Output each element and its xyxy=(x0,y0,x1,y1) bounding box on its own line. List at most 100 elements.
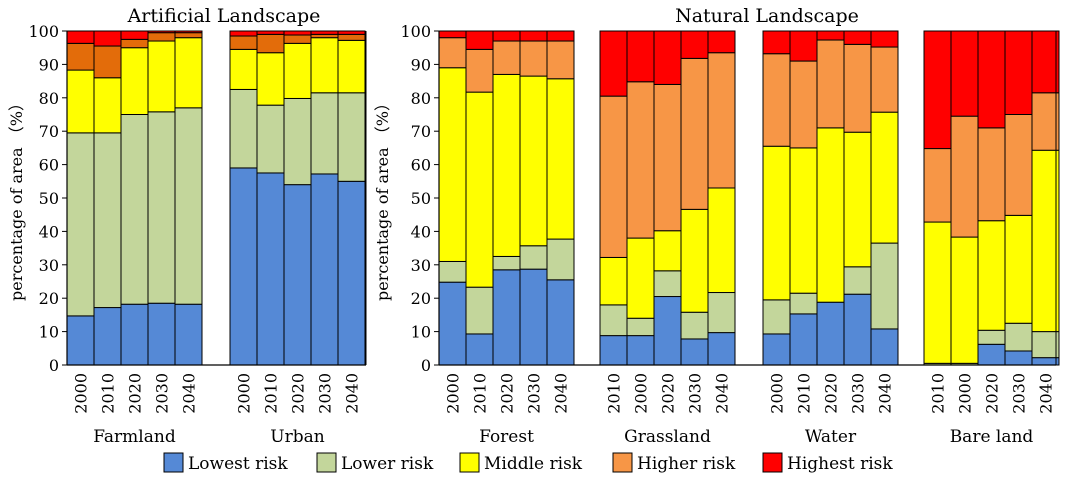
artificial-bar-urban-2030-middle-risk xyxy=(310,37,339,94)
natural-bar-grassland-2000-middle-risk xyxy=(626,237,655,319)
natural-bar-water-2010-highest-risk xyxy=(789,30,818,62)
artificial-x-tick-label-farmland-2030: 2030 xyxy=(153,373,172,414)
artificial-bar-urban-2000-highest-risk xyxy=(229,30,258,37)
natural-y-tick-label-20: 20 xyxy=(411,289,431,308)
natural-bar-forest-2000-highest-risk xyxy=(438,30,467,39)
legend-swatch-lowest-risk xyxy=(163,452,184,473)
artificial-bar-urban-2010-highest-risk xyxy=(256,30,285,35)
natural-bar-grassland-2040-higher-risk xyxy=(707,52,736,189)
natural-bar-water-2010-higher-risk xyxy=(789,60,818,149)
natural-y-tick-label-40: 40 xyxy=(411,222,431,241)
artificial-bar-farmland-2000-highest-risk xyxy=(66,30,95,44)
natural-y-tick-label-50: 50 xyxy=(411,189,431,208)
artificial-bar-farmland-2040-middle-risk xyxy=(174,37,203,109)
natural-x-tick-label-forest-2030: 2030 xyxy=(525,373,544,414)
natural-bar-water-2040-highest-risk xyxy=(870,30,899,48)
natural-bar-forest-2040-lower-risk xyxy=(546,238,575,281)
natural-bar-grassland-2020-middle-risk xyxy=(653,230,682,272)
natural-bar-forest-2040-middle-risk xyxy=(546,78,575,240)
artificial-y-tick-label-50: 50 xyxy=(39,189,59,208)
natural-bar-bare-land-2010-middle-risk xyxy=(923,221,952,364)
natural-bar-bare-land-2030-higher-risk xyxy=(1004,114,1033,216)
artificial-x-tick-label-urban-2030: 2030 xyxy=(316,373,335,414)
natural-bar-bare-land-2000-middle-risk xyxy=(950,236,979,364)
artificial-bar-urban-2020-higher-risk xyxy=(283,34,312,44)
natural-bar-grassland-2010-lower-risk xyxy=(599,304,628,337)
artificial-y-axis-label: percentage of area （%） xyxy=(7,95,26,301)
artificial-bar-farmland-2000-middle-risk xyxy=(66,69,95,134)
artificial-bar-farmland-2000-higher-risk xyxy=(66,42,95,71)
natural-x-tick-label-forest-2000: 2000 xyxy=(444,373,463,414)
natural-bar-forest-2000-lower-risk xyxy=(438,260,467,283)
natural-x-tick-label-water-2000: 2000 xyxy=(768,373,787,414)
artificial-bar-farmland-2010-highest-risk xyxy=(93,30,122,47)
natural-bar-bare-land-2040-highest-risk xyxy=(1031,30,1060,94)
natural-bar-forest-2040-lowest-risk xyxy=(546,279,575,366)
natural-y-tick-label-10: 10 xyxy=(411,323,431,342)
natural-y-tick-label-0: 0 xyxy=(421,356,431,375)
legend-label-lower-risk: Lower risk xyxy=(341,454,434,474)
natural-bar-water-2000-lowest-risk xyxy=(762,333,791,366)
natural-bar-forest-2010-highest-risk xyxy=(465,30,494,50)
natural-bar-grassland-2030-lower-risk xyxy=(680,311,709,340)
natural-x-tick-label-forest-2040: 2040 xyxy=(552,373,571,414)
artificial-bar-urban-2010-middle-risk xyxy=(256,52,285,106)
natural-x-tick-label-water-2020: 2020 xyxy=(822,373,841,414)
natural-bar-forest-2030-middle-risk xyxy=(519,75,548,247)
natural-x-tick-label-bare-land-2010: 2010 xyxy=(929,373,948,414)
natural-bar-grassland-2030-highest-risk xyxy=(680,30,709,59)
natural-bar-grassland-2000-higher-risk xyxy=(626,81,655,239)
natural-x-tick-label-grassland-2030: 2030 xyxy=(686,373,705,414)
natural-bar-grassland-2030-higher-risk xyxy=(680,57,709,210)
natural-bar-grassland-2040-lowest-risk xyxy=(707,332,736,366)
natural-bar-grassland-2000-highest-risk xyxy=(626,30,655,83)
artificial-bar-farmland-2000-lowest-risk xyxy=(66,315,95,366)
natural-x-tick-label-grassland-2020: 2020 xyxy=(659,373,678,414)
artificial-bar-farmland-2040-highest-risk xyxy=(174,30,203,34)
artificial-y-tick-label-20: 20 xyxy=(39,289,59,308)
artificial-group-label-urban: Urban xyxy=(270,427,324,447)
artificial-bar-urban-2000-lower-risk xyxy=(229,88,258,169)
artificial-bar-urban-2030-lower-risk xyxy=(310,92,339,175)
natural-x-tick-label-forest-2020: 2020 xyxy=(498,373,517,414)
artificial-x-tick-label-urban-2020: 2020 xyxy=(289,373,308,414)
artificial-bar-farmland-2010-middle-risk xyxy=(93,77,122,134)
natural-bar-bare-land-2010-highest-risk xyxy=(923,30,952,150)
natural-bar-water-2010-middle-risk xyxy=(789,147,818,294)
legend-swatch-higher-risk xyxy=(612,452,633,473)
natural-bar-water-2040-lowest-risk xyxy=(870,328,899,366)
artificial-group-label-farmland: Farmland xyxy=(93,427,176,447)
natural-bar-forest-2010-higher-risk xyxy=(465,48,494,93)
natural-bar-forest-2030-lower-risk xyxy=(519,245,548,270)
artificial-bar-urban-2000-higher-risk xyxy=(229,35,258,50)
natural-landscape-title: Natural Landscape xyxy=(675,5,859,27)
natural-bar-grassland-2030-lowest-risk xyxy=(680,338,709,366)
natural-bar-grassland-2040-highest-risk xyxy=(707,30,736,54)
natural-y-tick-label-80: 80 xyxy=(411,89,431,108)
natural-bar-bare-land-2040-lower-risk xyxy=(1031,331,1060,359)
artificial-bar-farmland-2030-highest-risk xyxy=(147,30,176,34)
natural-bar-forest-2040-highest-risk xyxy=(546,30,575,42)
artificial-landscape-title: Artificial Landscape xyxy=(127,5,321,27)
natural-bar-bare-land-2020-highest-risk xyxy=(977,30,1006,129)
natural-bar-bare-land-2000-higher-risk xyxy=(950,115,979,238)
artificial-bar-farmland-2020-lower-risk xyxy=(120,114,149,305)
artificial-bar-urban-2020-highest-risk xyxy=(283,30,312,36)
artificial-y-tick-label-0: 0 xyxy=(49,356,59,375)
natural-bar-bare-land-2040-middle-risk xyxy=(1031,149,1060,333)
natural-x-tick-label-bare-land-2000: 2000 xyxy=(956,373,975,414)
legend-swatch-highest-risk xyxy=(762,452,783,473)
natural-bar-grassland-2020-lower-risk xyxy=(653,270,682,298)
artificial-bar-urban-2040-highest-risk xyxy=(337,30,366,35)
natural-group-label-bare-land: Bare land xyxy=(950,427,1034,447)
artificial-y-tick-label-10: 10 xyxy=(39,323,59,342)
artificial-bar-farmland-2020-higher-risk xyxy=(120,38,149,49)
natural-bar-forest-2000-middle-risk xyxy=(438,67,467,262)
artificial-bar-farmland-2010-lower-risk xyxy=(93,132,122,309)
natural-bar-water-2030-middle-risk xyxy=(843,131,872,268)
natural-bar-bare-land-2000-highest-risk xyxy=(950,30,979,117)
natural-y-tick-label-100: 100 xyxy=(400,22,431,41)
